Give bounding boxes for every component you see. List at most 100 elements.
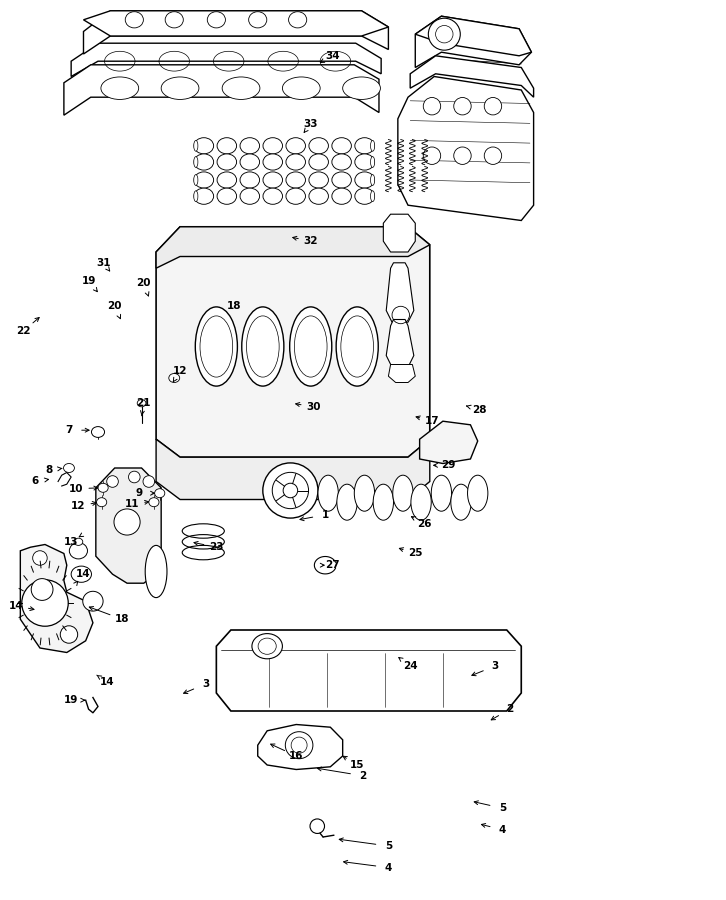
- Text: 25: 25: [408, 548, 423, 559]
- Ellipse shape: [354, 475, 375, 511]
- Circle shape: [484, 97, 502, 115]
- Text: 28: 28: [472, 404, 486, 415]
- Ellipse shape: [155, 489, 165, 498]
- Ellipse shape: [248, 12, 266, 28]
- Ellipse shape: [208, 12, 225, 28]
- Ellipse shape: [242, 307, 284, 386]
- Ellipse shape: [318, 475, 338, 511]
- Ellipse shape: [332, 138, 351, 154]
- Ellipse shape: [332, 154, 351, 170]
- Circle shape: [107, 476, 118, 487]
- Polygon shape: [420, 421, 478, 464]
- Ellipse shape: [194, 172, 213, 188]
- Polygon shape: [398, 76, 534, 220]
- Text: 14: 14: [100, 677, 115, 688]
- Ellipse shape: [71, 566, 91, 582]
- Polygon shape: [156, 439, 430, 500]
- Ellipse shape: [370, 191, 375, 202]
- Text: 33: 33: [303, 119, 318, 130]
- Text: 20: 20: [107, 301, 122, 311]
- Circle shape: [60, 626, 78, 644]
- Ellipse shape: [332, 188, 351, 204]
- Polygon shape: [64, 65, 379, 115]
- Ellipse shape: [195, 307, 237, 386]
- Ellipse shape: [137, 400, 146, 407]
- Ellipse shape: [222, 76, 260, 99]
- Ellipse shape: [91, 427, 105, 437]
- Ellipse shape: [393, 475, 413, 511]
- Text: 26: 26: [417, 518, 432, 529]
- Ellipse shape: [74, 538, 83, 545]
- Ellipse shape: [285, 732, 313, 759]
- Ellipse shape: [165, 12, 183, 28]
- Text: 23: 23: [209, 542, 224, 553]
- Polygon shape: [415, 16, 531, 68]
- Ellipse shape: [286, 138, 306, 154]
- Text: 12: 12: [173, 365, 187, 376]
- Ellipse shape: [240, 188, 260, 204]
- Ellipse shape: [194, 191, 198, 202]
- Ellipse shape: [263, 154, 282, 170]
- Polygon shape: [83, 11, 388, 54]
- Text: 22: 22: [16, 326, 30, 337]
- Circle shape: [310, 819, 325, 833]
- Ellipse shape: [263, 188, 282, 204]
- Polygon shape: [386, 320, 414, 367]
- Circle shape: [423, 147, 441, 165]
- Text: 6: 6: [31, 476, 38, 487]
- Text: 14: 14: [76, 569, 91, 580]
- Ellipse shape: [309, 154, 328, 170]
- Text: 15: 15: [350, 760, 364, 770]
- Polygon shape: [415, 16, 531, 56]
- Ellipse shape: [98, 483, 108, 492]
- Ellipse shape: [217, 154, 237, 170]
- Polygon shape: [83, 11, 388, 36]
- Text: 19: 19: [64, 695, 78, 706]
- Ellipse shape: [194, 140, 198, 151]
- Text: 18: 18: [115, 614, 129, 625]
- Circle shape: [33, 551, 47, 565]
- Ellipse shape: [263, 172, 282, 188]
- Text: 24: 24: [403, 661, 417, 671]
- Ellipse shape: [252, 634, 282, 659]
- Text: 5: 5: [385, 841, 392, 851]
- Circle shape: [129, 472, 140, 482]
- Text: 21: 21: [136, 398, 151, 409]
- Text: 8: 8: [46, 464, 53, 475]
- Polygon shape: [216, 630, 521, 711]
- Polygon shape: [96, 468, 161, 583]
- Text: 19: 19: [81, 275, 96, 286]
- Circle shape: [272, 472, 309, 508]
- Text: 32: 32: [303, 236, 318, 247]
- Ellipse shape: [451, 484, 471, 520]
- Circle shape: [454, 97, 471, 115]
- Ellipse shape: [194, 157, 198, 167]
- Text: 29: 29: [441, 460, 456, 471]
- Ellipse shape: [288, 12, 306, 28]
- Polygon shape: [71, 43, 381, 76]
- Ellipse shape: [370, 157, 375, 167]
- Ellipse shape: [161, 76, 199, 99]
- Ellipse shape: [355, 172, 375, 188]
- Text: 13: 13: [64, 536, 78, 547]
- Text: 12: 12: [71, 500, 86, 511]
- Text: 2: 2: [359, 770, 367, 781]
- Ellipse shape: [240, 154, 260, 170]
- Text: 18: 18: [227, 301, 241, 311]
- Ellipse shape: [355, 154, 375, 170]
- Polygon shape: [156, 227, 430, 268]
- Text: 11: 11: [125, 499, 139, 509]
- Text: 17: 17: [425, 416, 439, 427]
- Ellipse shape: [336, 307, 378, 386]
- Ellipse shape: [309, 138, 328, 154]
- Ellipse shape: [217, 188, 237, 204]
- Text: 9: 9: [136, 488, 143, 499]
- Ellipse shape: [309, 188, 328, 204]
- Text: 4: 4: [385, 862, 392, 873]
- Polygon shape: [383, 214, 415, 252]
- Ellipse shape: [194, 188, 213, 204]
- Text: 31: 31: [96, 257, 110, 268]
- Ellipse shape: [468, 475, 488, 511]
- Circle shape: [423, 97, 441, 115]
- Ellipse shape: [431, 475, 452, 511]
